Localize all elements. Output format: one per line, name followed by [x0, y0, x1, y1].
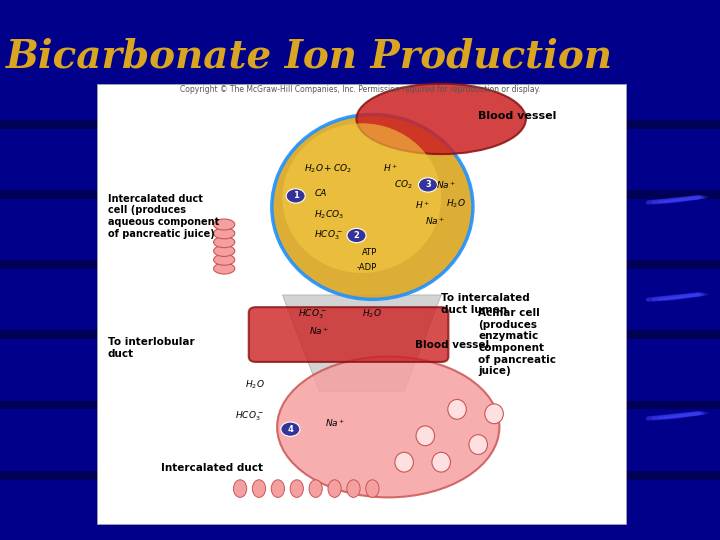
Ellipse shape [214, 219, 235, 230]
Text: $HCO_3^-$: $HCO_3^-$ [314, 229, 343, 242]
Text: To interlobular
duct: To interlobular duct [108, 337, 194, 359]
Text: 4: 4 [287, 424, 293, 434]
Text: 1: 1 [293, 191, 299, 200]
Text: $H_2CO_3$: $H_2CO_3$ [314, 209, 344, 221]
Polygon shape [282, 295, 441, 392]
Ellipse shape [233, 480, 247, 497]
Text: $HCO_3^-$: $HCO_3^-$ [298, 308, 327, 321]
Ellipse shape [214, 228, 235, 239]
Circle shape [418, 178, 438, 192]
Text: $Na^+$: $Na^+$ [309, 325, 329, 336]
Text: Bicarbonate Ion Production: Bicarbonate Ion Production [6, 38, 613, 76]
Bar [0, 330, 720, 339]
Text: $Na^+$: $Na^+$ [436, 180, 456, 191]
Ellipse shape [328, 480, 341, 497]
Ellipse shape [253, 480, 266, 497]
Ellipse shape [214, 246, 235, 256]
Text: $CO_2$: $CO_2$ [394, 178, 413, 191]
Text: Acinar cell
(produces
enzymatic
component
of pancreatic
juice): Acinar cell (produces enzymatic componen… [478, 308, 557, 376]
Ellipse shape [366, 480, 379, 497]
Circle shape [281, 422, 300, 436]
Bar [0, 120, 720, 129]
Circle shape [286, 189, 305, 203]
Bar [0, 401, 720, 409]
Circle shape [347, 228, 366, 242]
Text: $H_2O$: $H_2O$ [446, 198, 467, 211]
Ellipse shape [448, 400, 467, 419]
Text: -ADP: -ADP [356, 264, 377, 272]
Text: Blood vessel: Blood vessel [415, 340, 489, 350]
Ellipse shape [290, 480, 303, 497]
Text: $Na^+$: $Na^+$ [426, 215, 446, 227]
Text: CA: CA [314, 189, 327, 198]
Bar [0, 471, 720, 480]
Ellipse shape [214, 263, 235, 274]
Text: Copyright © The McGraw-Hill Companies, Inc. Permission required for reproduction: Copyright © The McGraw-Hill Companies, I… [180, 85, 540, 94]
Ellipse shape [214, 254, 235, 265]
Text: $H^+$: $H^+$ [383, 162, 398, 174]
Ellipse shape [356, 84, 526, 154]
Bar [0, 260, 720, 269]
Text: $HCO_3^-$: $HCO_3^-$ [235, 409, 264, 423]
Text: $H_2O+CO_2$: $H_2O+CO_2$ [304, 163, 351, 175]
Ellipse shape [347, 480, 360, 497]
Text: 2: 2 [354, 231, 359, 240]
Ellipse shape [271, 480, 284, 497]
Ellipse shape [469, 435, 487, 455]
Bar [97, 84, 626, 524]
Ellipse shape [416, 426, 435, 445]
Text: $H_2O$: $H_2O$ [361, 308, 382, 320]
Text: Blood vessel: Blood vessel [478, 111, 557, 121]
Text: Intercalated duct
cell (produces
aqueous component
of pancreatic juice): Intercalated duct cell (produces aqueous… [108, 194, 219, 239]
Text: ATP: ATP [361, 248, 377, 258]
Ellipse shape [272, 114, 473, 299]
Ellipse shape [277, 356, 500, 497]
Bar [0, 190, 720, 199]
Ellipse shape [485, 404, 503, 424]
Text: 3: 3 [425, 180, 431, 190]
FancyBboxPatch shape [249, 307, 449, 362]
Ellipse shape [432, 453, 451, 472]
Text: $H^+$: $H^+$ [415, 199, 430, 211]
Ellipse shape [282, 123, 441, 273]
Text: Intercalated duct: Intercalated duct [161, 463, 263, 473]
Text: To intercalated
duct lumen: To intercalated duct lumen [441, 293, 530, 315]
Text: $Na^+$: $Na^+$ [325, 417, 346, 429]
Ellipse shape [214, 237, 235, 248]
Ellipse shape [309, 480, 323, 497]
Ellipse shape [395, 453, 413, 472]
Text: $H_2O$: $H_2O$ [246, 379, 265, 391]
